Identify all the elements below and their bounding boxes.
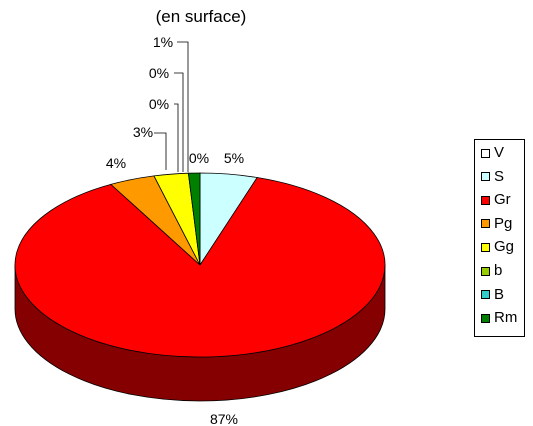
legend-item-V: V xyxy=(481,143,504,163)
legend-label: Gr xyxy=(494,191,511,209)
data-label-V: 0% xyxy=(189,150,209,166)
leader-line-b xyxy=(174,103,179,172)
data-label-Gg: 3% xyxy=(133,124,153,140)
legend-swatch xyxy=(481,148,490,158)
legend-item-S: S xyxy=(481,167,504,187)
leader-line-Rm xyxy=(177,41,189,172)
legend-item-Gg: Gg xyxy=(481,237,514,257)
legend-item-Gr: Gr xyxy=(481,190,511,210)
pie-slice-Rm xyxy=(187,172,201,266)
data-label-b: 0% xyxy=(149,96,169,112)
legend-item-b: b xyxy=(481,261,502,281)
legend-swatch xyxy=(481,313,490,323)
chart-legend: V S Gr Pg Gg b B Rm xyxy=(474,139,525,337)
data-label-Pg: 4% xyxy=(106,155,126,171)
legend-item-B: B xyxy=(481,285,504,305)
pie-slice-Gr xyxy=(14,177,386,358)
legend-label: Gg xyxy=(494,238,515,256)
legend-label: B xyxy=(494,285,505,303)
legend-swatch xyxy=(481,290,490,300)
legend-item-Pg: Pg xyxy=(481,214,512,234)
legend-label: b xyxy=(494,262,503,279)
legend-swatch xyxy=(481,195,490,205)
data-label-B: 0% xyxy=(149,65,169,81)
data-label-Rm: 1% xyxy=(153,34,173,50)
legend-label: S xyxy=(494,167,505,185)
legend-swatch xyxy=(481,242,490,252)
legend-label: V xyxy=(494,144,505,161)
legend-label: Pg xyxy=(494,214,513,232)
legend-swatch xyxy=(481,266,490,276)
chart-subtitle: (en surface) xyxy=(155,7,247,26)
legend-label: Rm xyxy=(494,309,518,327)
legend-item-Rm: Rm xyxy=(481,308,517,328)
legend-swatch xyxy=(481,172,490,182)
leader-line-Gg xyxy=(154,132,167,170)
data-label-S: 5% xyxy=(224,150,244,166)
leader-line-B xyxy=(174,72,184,172)
data-label-Gr: 87% xyxy=(210,411,238,426)
legend-swatch xyxy=(481,219,490,229)
